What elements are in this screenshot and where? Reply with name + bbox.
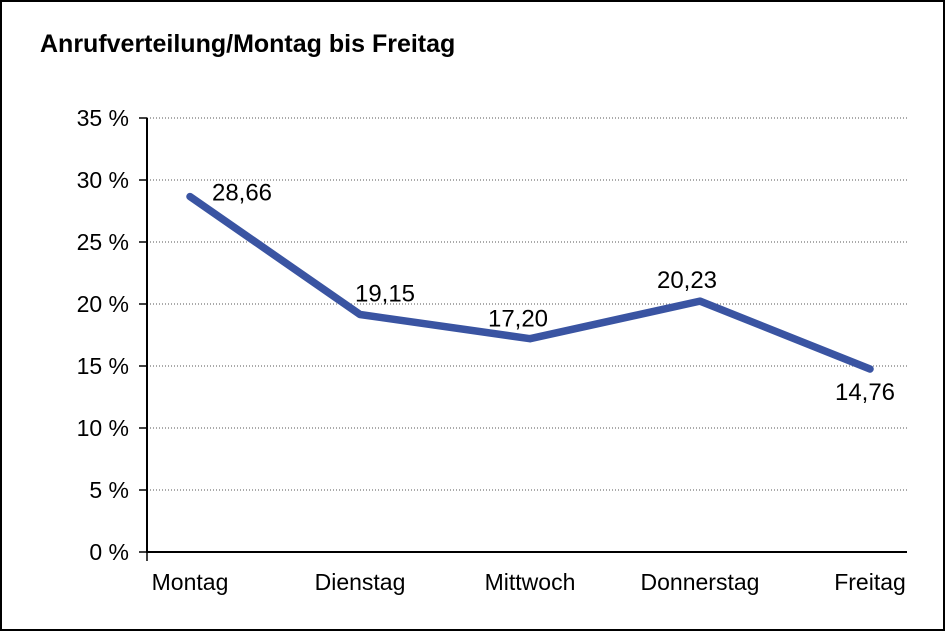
- x-tick-label: Freitag: [834, 569, 906, 595]
- x-tick-label: Dienstag: [315, 569, 406, 595]
- y-tick-label: 30 %: [77, 167, 129, 193]
- y-tick-label: 5 %: [89, 477, 129, 503]
- data-series-layer: [186, 192, 874, 373]
- data-series-line: [186, 192, 874, 373]
- data-point-label: 14,76: [835, 379, 895, 406]
- data-point-label: 19,15: [355, 281, 415, 308]
- gridlines-layer: [147, 117, 907, 491]
- chart-title: Anrufverteilung/Montag bis Freitag: [40, 30, 456, 58]
- x-tick-label: Montag: [152, 569, 229, 595]
- y-tick-label: 35 %: [77, 105, 129, 131]
- y-tick-label: 10 %: [77, 415, 129, 441]
- labels-layer: 0 % 5 % 10 % 15 % 20 % 25 % 30 % 35 % Montag Dien…: [77, 105, 906, 595]
- x-tick-label: Mittwoch: [485, 569, 576, 595]
- data-point-label: 28,66: [212, 180, 272, 207]
- y-tick-label: 0 %: [89, 539, 129, 565]
- x-tick-label: Donnerstag: [641, 569, 760, 595]
- data-point-label: 20,23: [657, 267, 717, 294]
- axes-layer: [139, 117, 907, 561]
- data-point-label: 17,20: [488, 306, 548, 333]
- y-tick-label: 25 %: [77, 229, 129, 255]
- y-tick-label: 15 %: [77, 353, 129, 379]
- y-tick-label: 20 %: [77, 291, 129, 317]
